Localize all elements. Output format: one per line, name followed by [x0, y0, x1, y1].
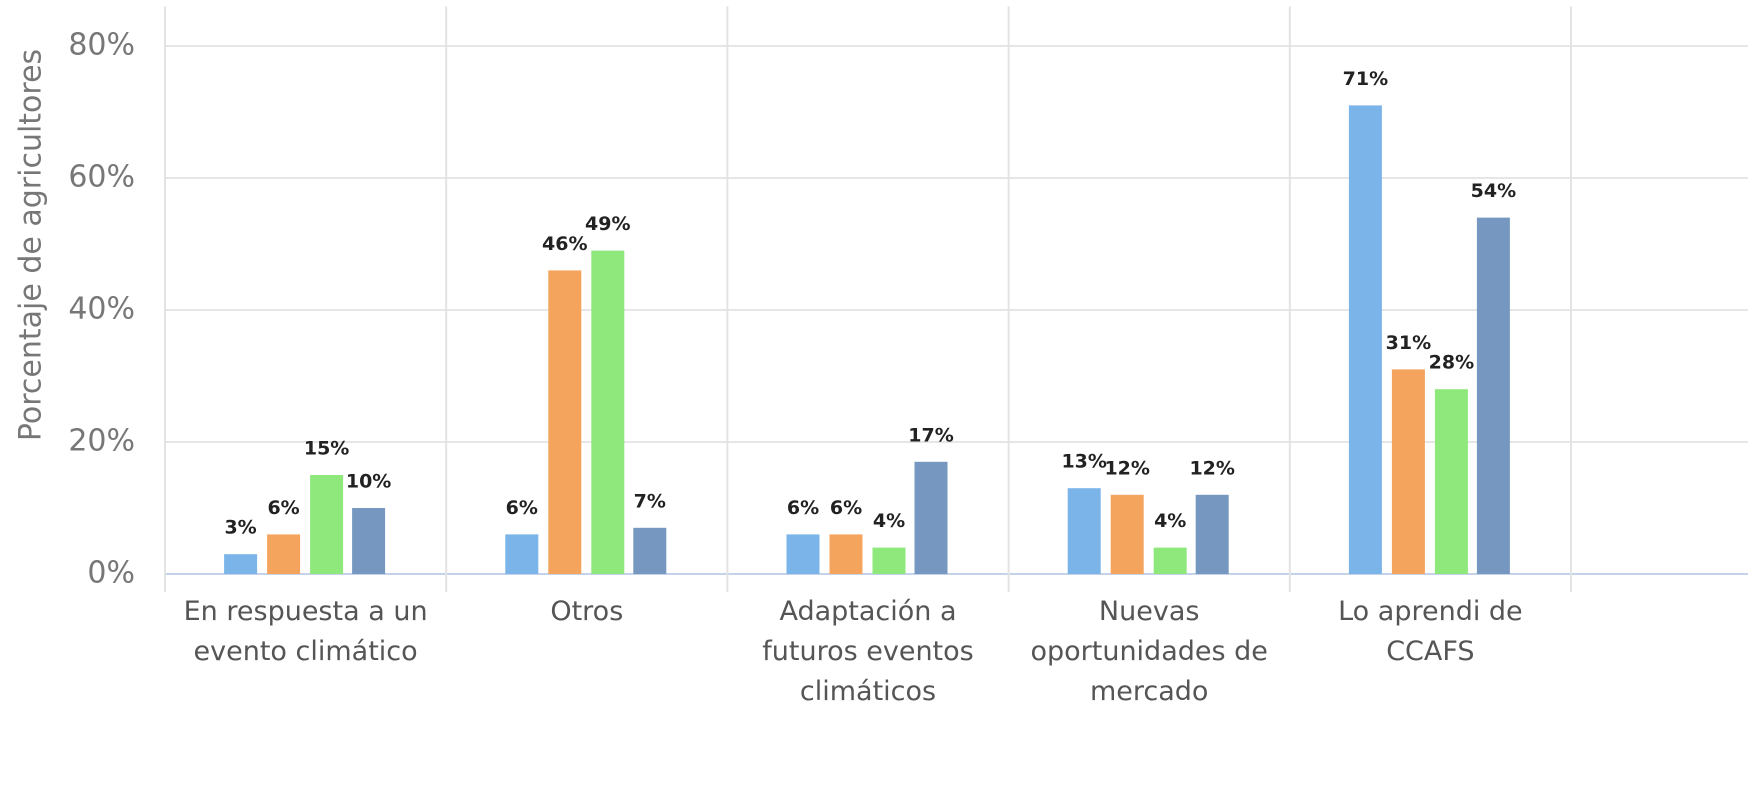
- bar: [1067, 488, 1101, 574]
- bar: [1348, 105, 1382, 575]
- value-label: 31%: [1386, 332, 1431, 354]
- bar: [505, 534, 539, 574]
- x-tick-label: Adaptación a futuros eventos climáticos: [762, 596, 974, 707]
- value-label: 49%: [585, 213, 630, 235]
- bar: [1110, 494, 1144, 574]
- y-tick-label: 0%: [87, 556, 135, 591]
- value-label: 17%: [908, 424, 953, 446]
- value-label: 12%: [1189, 457, 1234, 479]
- value-label: 6%: [506, 497, 538, 519]
- y-axis-label: Porcentaje de agricultores: [14, 49, 49, 441]
- bar: [548, 270, 582, 574]
- value-label: 71%: [1343, 68, 1388, 90]
- value-label: 54%: [1471, 180, 1516, 202]
- x-tick-label: Otros: [550, 596, 624, 627]
- value-label: 6%: [787, 497, 819, 519]
- bar: [1391, 369, 1425, 574]
- x-tick-label: Lo aprendi de CCAFS: [1338, 596, 1523, 667]
- value-label: 4%: [873, 510, 905, 532]
- value-label: 46%: [542, 233, 587, 255]
- bar: [1195, 494, 1229, 574]
- bar: [914, 461, 948, 574]
- bar: [267, 534, 301, 574]
- bar: [1476, 217, 1510, 574]
- y-tick-label: 20%: [68, 424, 135, 459]
- value-label: 28%: [1429, 352, 1474, 374]
- value-label: 12%: [1104, 457, 1149, 479]
- bar: [633, 527, 667, 574]
- value-label: 7%: [634, 490, 666, 512]
- value-label: 15%: [304, 438, 349, 460]
- value-label: 3%: [224, 517, 256, 539]
- bar: [872, 547, 906, 574]
- value-label: 4%: [1154, 510, 1186, 532]
- y-tick-label: 80%: [68, 28, 135, 63]
- bar: [352, 508, 386, 574]
- bar: [1434, 389, 1468, 574]
- bar: [829, 534, 863, 574]
- value-label: 6%: [267, 497, 299, 519]
- bar: [224, 554, 258, 574]
- x-tick-label: En respuesta a un evento climático: [183, 596, 428, 667]
- bar: [591, 250, 625, 574]
- value-label: 6%: [830, 497, 862, 519]
- bar: [310, 475, 344, 574]
- value-label: 10%: [346, 471, 391, 493]
- y-tick-label: 60%: [68, 160, 135, 195]
- x-tick-label: Nuevas oportunidades de mercado: [1030, 596, 1268, 707]
- value-label: 13%: [1061, 451, 1106, 473]
- bar: [786, 534, 820, 574]
- bar: [1153, 547, 1187, 574]
- y-tick-label: 40%: [68, 292, 135, 327]
